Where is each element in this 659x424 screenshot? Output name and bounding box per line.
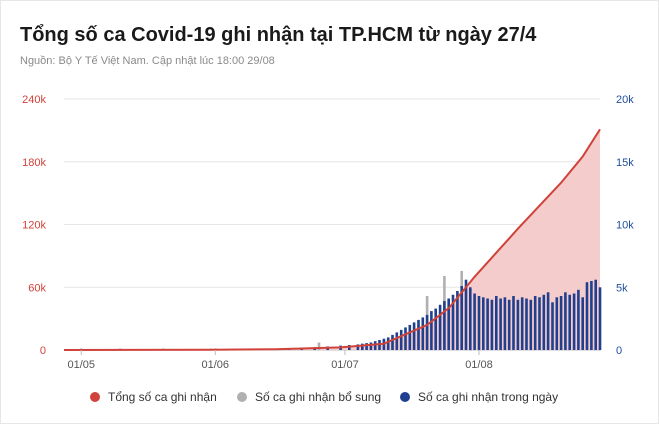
- daily-bar: [456, 291, 459, 350]
- daily-bar: [542, 294, 546, 350]
- daily-bar: [559, 296, 563, 350]
- daily-bar: [460, 286, 463, 350]
- legend-marker: [400, 392, 410, 402]
- daily-bar: [572, 293, 576, 350]
- left-axis-tick-label: 120k: [22, 220, 46, 232]
- daily-bar: [356, 344, 360, 350]
- daily-bar: [581, 297, 584, 350]
- x-tick-label: 01/08: [465, 359, 493, 371]
- daily-bar: [598, 287, 602, 351]
- right-axis-tick-label: 15k: [616, 157, 634, 169]
- daily-bar: [425, 314, 429, 350]
- daily-bar: [507, 299, 511, 350]
- daily-bar: [564, 292, 567, 350]
- daily-bar: [443, 301, 446, 350]
- daily-bar: [503, 297, 507, 350]
- chart-subtitle: Nguồn: Bộ Y Tế Việt Nam. Cập nhật lúc 18…: [20, 55, 275, 67]
- daily-bar: [477, 296, 481, 350]
- daily-bar: [438, 304, 442, 350]
- daily-bar: [421, 317, 425, 350]
- daily-bar: [395, 332, 399, 350]
- right-axis-tick-label: 5k: [616, 282, 628, 294]
- left-axis-tick-label: 240k: [22, 94, 46, 106]
- chart-title: Tổng số ca Covid-19 ghi nhận tại TP.HCM …: [20, 24, 537, 46]
- supplementary-bar: [317, 342, 321, 350]
- daily-bar: [520, 297, 524, 350]
- daily-bar: [434, 308, 437, 350]
- daily-bar: [369, 342, 373, 350]
- daily-bar: [555, 297, 559, 350]
- legend-label: Số ca ghi nhận bổ sung: [255, 390, 381, 404]
- daily-bar: [451, 294, 455, 350]
- daily-bar: [399, 329, 403, 350]
- daily-bar: [386, 337, 390, 350]
- cumulative-line: [63, 128, 601, 351]
- daily-bar: [430, 311, 433, 350]
- daily-bar: [490, 299, 494, 350]
- right-axis-tick-label: 20k: [616, 94, 634, 106]
- daily-bar: [361, 343, 364, 350]
- daily-bar: [568, 294, 571, 350]
- daily-bar: [590, 281, 593, 350]
- daily-bar: [529, 299, 533, 350]
- daily-bar: [594, 279, 597, 350]
- daily-bar: [538, 297, 541, 350]
- left-axis-tick-label: 60k: [28, 282, 46, 294]
- x-tick-label: 01/05: [68, 359, 96, 371]
- daily-bar: [525, 298, 528, 350]
- daily-bar: [373, 341, 377, 350]
- daily-bar: [417, 319, 420, 350]
- daily-bar: [365, 343, 368, 350]
- daily-bar: [469, 287, 472, 351]
- right-axis-tick-label: 0: [616, 345, 622, 357]
- cumulative-area: [64, 129, 600, 350]
- right-axis-tick-label: 10k: [616, 220, 634, 232]
- daily-bar: [533, 296, 537, 350]
- daily-bar: [546, 292, 550, 350]
- legend-marker: [237, 392, 247, 402]
- daily-bar: [577, 289, 580, 350]
- daily-bar: [408, 324, 412, 350]
- legend-label: Số ca ghi nhận trong ngày: [418, 390, 558, 404]
- daily-bar: [482, 297, 485, 350]
- daily-bar: [495, 296, 498, 350]
- daily-bar: [473, 293, 476, 350]
- daily-bar: [447, 298, 450, 350]
- daily-bar: [516, 299, 520, 350]
- x-tick-label: 01/06: [202, 359, 230, 371]
- left-axis-tick-label: 0: [40, 345, 46, 357]
- daily-bar: [551, 302, 554, 350]
- daily-bar: [512, 296, 515, 350]
- daily-bar: [464, 279, 468, 350]
- legend-marker: [90, 392, 100, 402]
- x-tick-label: 01/07: [331, 359, 359, 371]
- daily-bar: [499, 298, 502, 350]
- daily-bar: [486, 298, 489, 350]
- legend-label: Tổng số ca ghi nhận: [108, 390, 217, 404]
- daily-bar: [412, 322, 416, 350]
- daily-bar: [585, 282, 589, 350]
- left-axis-tick-label: 180k: [22, 157, 46, 169]
- daily-bar: [404, 327, 407, 350]
- daily-bar: [391, 334, 394, 350]
